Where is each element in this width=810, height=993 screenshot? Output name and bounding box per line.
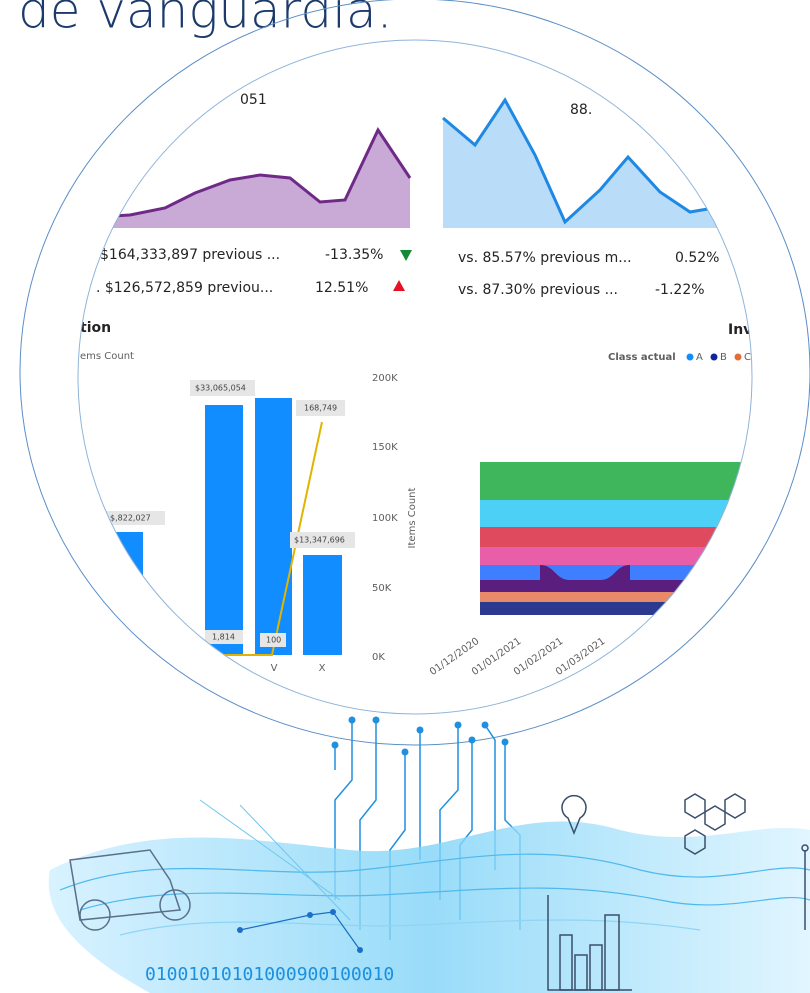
- legend-item: C: [744, 352, 751, 363]
- panel-title: tion: [80, 320, 111, 336]
- binary-string: 01001010101000900100010: [145, 964, 394, 985]
- kpi-change: -1.22%: [655, 282, 705, 298]
- line: [442, 97, 752, 225]
- kpi-compare: vs. 85.57% previous m...: [458, 250, 632, 266]
- up-arrow: [393, 280, 405, 291]
- line: [79, 126, 412, 220]
- outer-ring: [19, 0, 810, 746]
- kpi-value: 051: [240, 92, 267, 108]
- down-arrow: [400, 250, 412, 261]
- legend-title: Class actual: [608, 352, 676, 363]
- kpi-change: -13.35%: [325, 247, 383, 263]
- axis-title: Items Count: [407, 488, 418, 549]
- y-tick-label: 150K: [372, 442, 398, 453]
- terrain: [48, 793, 810, 993]
- bar-label: $33,065,054: [195, 384, 246, 393]
- panel-title: Inv: [728, 322, 752, 338]
- kpi-change: 0.52%: [675, 250, 719, 266]
- headline: de vanguardia.: [18, 0, 393, 40]
- ribbon-chart: [480, 462, 752, 615]
- bar: [205, 405, 243, 655]
- bar: [303, 555, 342, 655]
- x-tick-label: X: [319, 663, 326, 674]
- bar: [255, 398, 292, 655]
- y-tick-label: 50K: [372, 583, 392, 594]
- bar: [80, 532, 143, 655]
- legend-item: B: [720, 352, 727, 363]
- bar-label: $,822,027: [110, 514, 151, 523]
- bar-label: 100: [266, 636, 281, 645]
- bar-labels: $,822,027 $33,065,054 168,749 $13,347,69…: [105, 380, 355, 647]
- lens-ring: [77, 39, 753, 715]
- x-tick-label: V: [271, 663, 278, 674]
- y-tick-label: 0K: [372, 652, 385, 663]
- kpi-compare: vs. 87.30% previous ...: [458, 282, 618, 298]
- legend-item: A: [696, 352, 703, 363]
- kpi-compare: $164,333,897 previous ...: [100, 247, 280, 263]
- circuit-dots: [331, 716, 509, 756]
- kpi-compare: . $126,572,859 previou...: [96, 280, 273, 296]
- y-tick-label: 100K: [372, 513, 398, 524]
- bar-label: 168,749: [304, 404, 337, 413]
- bar-label: $13,347,696: [294, 536, 345, 545]
- y-tick-label: 200K: [372, 373, 398, 384]
- kpi-value: 88.: [570, 102, 592, 118]
- dashboard: 051 88. $164,333,897 previous ... -13.35…: [78, 40, 752, 714]
- legend: ems Count: [80, 351, 134, 362]
- kpi-change: 12.51%: [315, 280, 368, 296]
- bar-label: 1,814: [212, 633, 235, 642]
